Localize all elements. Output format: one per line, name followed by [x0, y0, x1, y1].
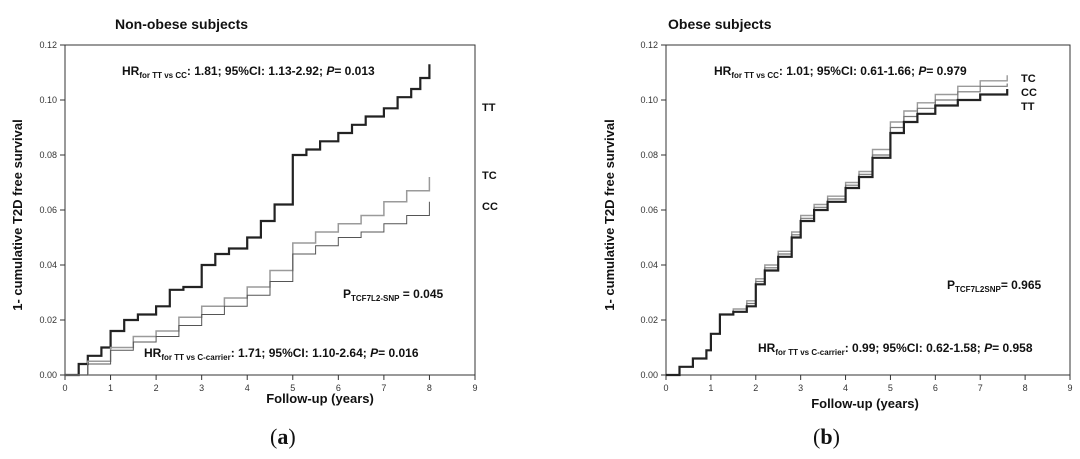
y-tick-label: 0.04 [640, 260, 658, 270]
x-tick-label: 6 [336, 383, 341, 393]
y-tick-label: 0.12 [39, 40, 57, 50]
series-line-tt [65, 64, 431, 377]
hr-tt-vs-c-carrier-annotation: HRfor TT vs C-carrier: 0.99; 95%CI: 0.62… [758, 341, 1033, 357]
x-tick-label: 9 [1067, 383, 1072, 393]
x-tick-label: 6 [933, 383, 938, 393]
y-tick-label: 0.02 [39, 315, 57, 325]
x-tick-label: 5 [888, 383, 893, 393]
x-tick-label: 9 [472, 383, 477, 393]
hr-tt-vs-cc-annotation: HRfor TT vs CC: 1.81; 95%CI: 1.13-2.92; … [122, 64, 375, 80]
x-tick-label: 8 [427, 383, 432, 393]
series-label-tt: TT [1021, 101, 1035, 113]
x-axis-title: Follow-up (years) [266, 391, 374, 406]
p-snp-annotation: PTCF7L2SNP= 0.965 [947, 278, 1042, 294]
x-tick-label: 1 [708, 383, 713, 393]
x-tick-label: 8 [1023, 383, 1028, 393]
x-tick-label: 4 [245, 383, 250, 393]
series-label-cc: CC [1021, 87, 1037, 99]
panel-label-b: (b) [813, 424, 840, 449]
x-tick-label: 4 [843, 383, 848, 393]
series-line-tt [666, 89, 1009, 377]
x-tick-label: 7 [978, 383, 983, 393]
plot-frame [64, 44, 476, 376]
hr-tt-vs-c-carrier-annotation: HRfor TT vs C-carrier: 1.71; 95%CI: 1.10… [144, 346, 419, 362]
y-tick-label: 0.00 [640, 370, 658, 380]
x-tick-label: 0 [663, 383, 668, 393]
series-label-tc: TC [1021, 73, 1036, 85]
y-tick-label: 0.06 [39, 205, 57, 215]
y-tick-label: 0.10 [39, 95, 57, 105]
x-axis-title: Follow-up (years) [811, 396, 919, 411]
series-line-cc [666, 83, 1008, 376]
chart-title: Non-obese subjects [115, 16, 248, 32]
plot-area: 0.00 0.02 0.04 0.06 0.08 0.10 0.12 0 1 2 3 4 5 6 7 8 9 TC… [640, 40, 1072, 393]
x-tick-label: 3 [199, 383, 204, 393]
y-tick-label: 0.12 [640, 40, 658, 50]
x-tick-label: 2 [753, 383, 758, 393]
series-label-cc: CC [482, 201, 498, 213]
y-tick-label: 0.04 [39, 260, 57, 270]
chart-panel-a: Non-obese subjects 1- cumulative T2D fre… [10, 16, 498, 449]
series-line-cc [65, 201, 430, 376]
y-tick-label: 0.06 [640, 205, 658, 215]
plot-frame [665, 44, 1071, 376]
y-tick-label: 0.10 [640, 95, 658, 105]
y-axis-title: 1- cumulative T2D free survival [10, 119, 25, 310]
y-tick-label: 0.02 [640, 315, 658, 325]
y-axis-title: 1- cumulative T2D free survival [602, 119, 617, 310]
x-tick-label: 0 [62, 383, 67, 393]
hr-tt-vs-cc-annotation: HRfor TT vs CC: 1.01; 95%CI: 0.61-1.66; … [714, 64, 967, 80]
series-label-tc: TC [482, 170, 497, 182]
p-snp-annotation: PTCF7L2-SNP = 0.045 [343, 287, 444, 303]
y-tick-label: 0.00 [39, 370, 57, 380]
x-tick-label: 2 [154, 383, 159, 393]
y-tick-label: 0.08 [640, 150, 658, 160]
x-tick-label: 1 [108, 383, 113, 393]
series-line-tc [666, 75, 1008, 376]
x-tick-label: 3 [798, 383, 803, 393]
panel-label-a: (a) [270, 424, 296, 449]
chart-panel-b: Obese subjects 1- cumulative T2D free su… [602, 16, 1073, 449]
chart-title: Obese subjects [668, 16, 772, 32]
plot-area: 0.00 0.02 0.04 0.06 0.08 0.10 0.12 0 1 2 3 4 5 6 7 8 9 TT… [39, 40, 497, 393]
x-tick-label: 5 [290, 383, 295, 393]
series-label-tt: TT [482, 102, 496, 114]
y-tick-label: 0.08 [39, 150, 57, 160]
x-tick-label: 7 [381, 383, 386, 393]
